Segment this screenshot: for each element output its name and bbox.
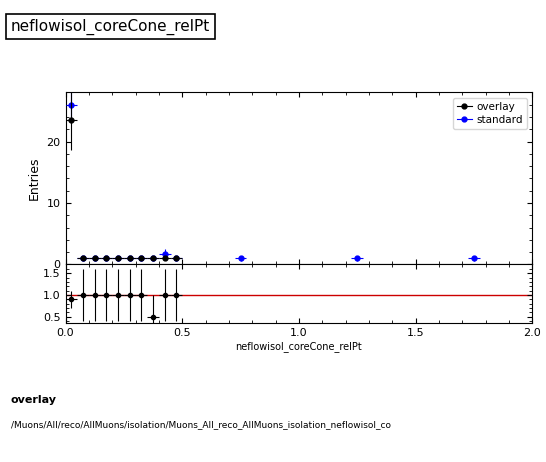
Text: /Muons/All/reco/AllMuons/isolation/Muons_All_reco_AllMuons_isolation_neflowisol_: /Muons/All/reco/AllMuons/isolation/Muons… [11,420,391,429]
Text: overlay: overlay [11,395,57,405]
Y-axis label: Entries: Entries [28,157,41,200]
Legend: overlay, standard: overlay, standard [453,97,527,129]
Text: neflowisol_coreCone_relPt: neflowisol_coreCone_relPt [11,18,210,35]
X-axis label: neflowisol_coreCone_relPt: neflowisol_coreCone_relPt [235,341,363,352]
